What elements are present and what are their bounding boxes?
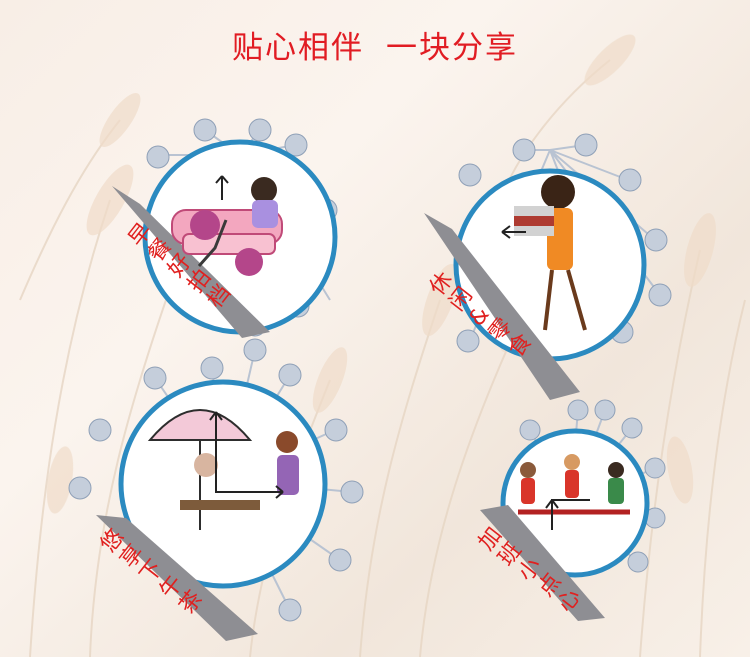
title-right: 一块分享	[386, 30, 518, 66]
page-title: 贴心相伴 一块分享	[0, 22, 750, 67]
title-left: 贴心相伴	[232, 30, 364, 66]
